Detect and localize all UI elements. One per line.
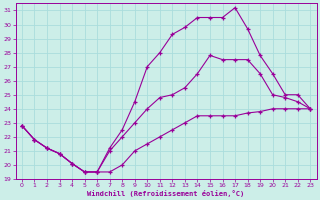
X-axis label: Windchill (Refroidissement éolien,°C): Windchill (Refroidissement éolien,°C) bbox=[87, 190, 245, 197]
